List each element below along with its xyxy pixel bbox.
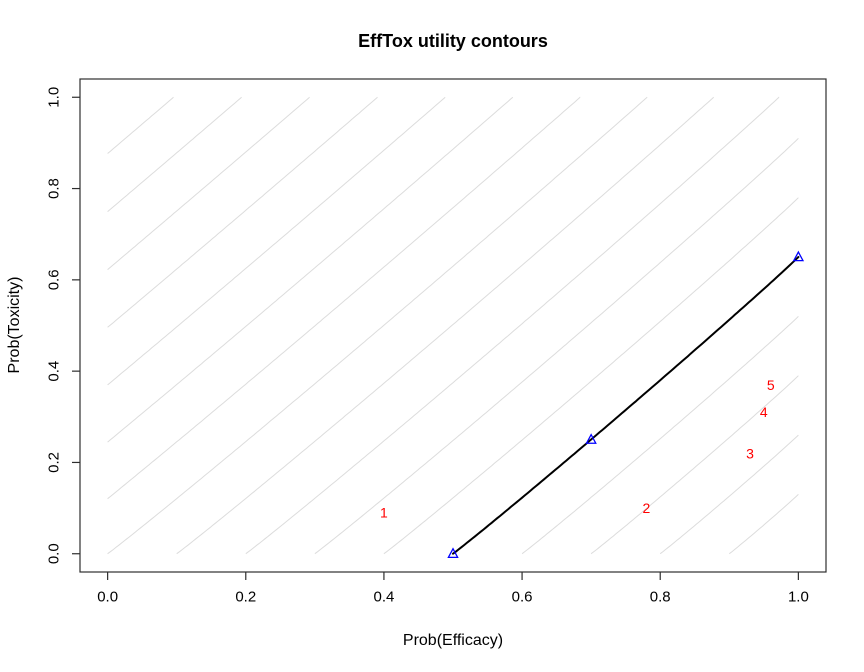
anchor-triangle-marker: [792, 250, 805, 262]
dose-label: 4: [760, 404, 768, 420]
utility-contour-line: [728, 494, 799, 555]
utility-contour-line: [245, 96, 780, 555]
y-tick-label: 0.2: [46, 452, 63, 473]
utility-contour-line: [176, 96, 715, 555]
y-tick-label: 0.4: [46, 361, 63, 382]
anchor-triangle-marker: [447, 547, 459, 558]
utility-contour-line: [107, 96, 581, 500]
x-tick-label: 1.0: [788, 589, 809, 606]
anchor-triangle-marker: [585, 433, 597, 444]
utility-contour-line: [521, 316, 799, 555]
utility-contour-line: [107, 96, 174, 154]
utility-contour-line: [107, 96, 310, 270]
dose-label: 1: [380, 505, 388, 521]
utility-contour-line: [107, 96, 446, 386]
utility-contour-line: [383, 197, 799, 555]
utility-contour-line: [107, 96, 648, 555]
target-utility-contour: [452, 256, 800, 555]
x-axis-title: Prob(Efficacy): [402, 632, 504, 649]
utility-contour-line: [452, 256, 799, 555]
utility-contour-line: [107, 96, 378, 328]
axes: 0.0 0.2 0.4 0.6 0.8 1.0 0.0 0.2 0.4 0.6 0.8 1.0: [46, 78, 827, 606]
y-tick-label: 0.0: [46, 543, 63, 564]
y-tick-label: 0.8: [46, 178, 63, 199]
utility-contour-line: [107, 96, 242, 212]
plot-box: [79, 78, 827, 573]
utility-contour-lines: [107, 96, 799, 555]
x-tick-label: 0.4: [373, 589, 394, 606]
utility-contour-line: [314, 137, 799, 555]
neutral-utility-curve: [452, 256, 800, 555]
chart-title: EffTox utility contours: [358, 31, 548, 51]
utility-contour-line: [659, 434, 799, 555]
anchor-point-markers: [447, 250, 805, 558]
dose-label: 2: [643, 500, 651, 516]
dose-label: 5: [767, 377, 775, 393]
y-axis-title: Prob(Toxicity): [6, 276, 23, 374]
utility-contour-line: [107, 96, 514, 443]
utility-contour-line: [590, 375, 799, 555]
dose-number-labels: 1 2 3 4 5: [380, 377, 775, 521]
dose-label: 3: [746, 445, 754, 461]
x-tick-label: 0.2: [235, 589, 256, 606]
x-tick-label: 0.0: [97, 589, 118, 606]
y-tick-label: 1.0: [46, 87, 63, 108]
x-tick-label: 0.6: [512, 589, 533, 606]
x-tick-label: 0.8: [650, 589, 671, 606]
y-tick-label: 0.6: [46, 269, 63, 290]
